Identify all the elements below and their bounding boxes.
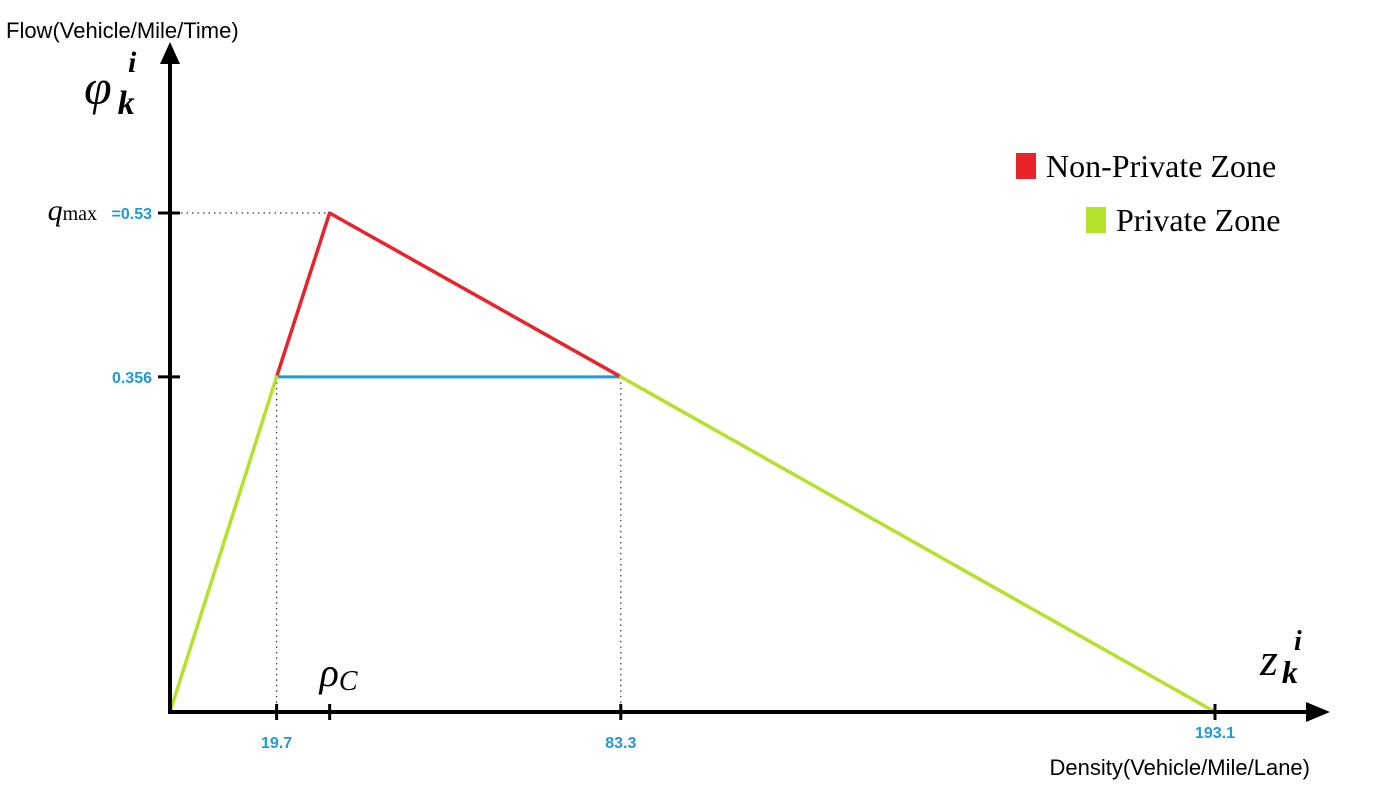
- y-axis-arrowhead: [160, 42, 180, 64]
- rho-c-sub: C: [339, 666, 358, 697]
- y-tick-label-0356: 0.356: [112, 370, 152, 387]
- series-line-private-zone-1: [168, 375, 279, 714]
- legend-swatch-1: [1086, 207, 1106, 233]
- legend-swatch-0: [1016, 153, 1036, 179]
- qmax-label: qmax: [48, 194, 97, 227]
- x-symbol-base: z: [1259, 634, 1278, 685]
- rho-c-label: ρC: [318, 650, 358, 697]
- y-symbol-base: φ: [84, 59, 112, 115]
- series-line-private-zone-2: [619, 375, 1217, 714]
- y-axis-title: Flow(Vehicle/Mile/Time): [6, 18, 239, 43]
- x-symbol-sub: k: [1282, 654, 1298, 690]
- x-axis-title: Density(Vehicle/Mile/Lane): [1050, 755, 1310, 780]
- legend-label-1: Private Zone: [1116, 202, 1280, 238]
- x-symbol-sup: i: [1294, 626, 1302, 657]
- y-symbol-sub: k: [118, 85, 135, 122]
- x-axis-arrowhead: [1306, 702, 1330, 722]
- x-axis-symbol: z k: [1259, 634, 1298, 690]
- rho-c-base: ρ: [318, 650, 339, 695]
- y-axis-symbol: φ k: [84, 59, 135, 122]
- x-tick-label-83-3: 83.3: [605, 735, 636, 752]
- qmax-sub: max: [63, 203, 97, 225]
- legend-label-0: Non-Private Zone: [1046, 148, 1276, 184]
- x-tick-label-19-7: 19.7: [261, 735, 292, 752]
- y-symbol-sup: i: [128, 46, 137, 79]
- y-tick-label-053: =0.53: [112, 206, 153, 223]
- qmax-base: q: [48, 194, 63, 227]
- series-line-non-private-zone-0: [274, 211, 623, 379]
- x-tick-label-193-1: 193.1: [1195, 725, 1235, 742]
